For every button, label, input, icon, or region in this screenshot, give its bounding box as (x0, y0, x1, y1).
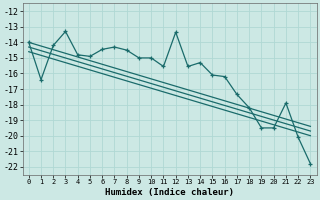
X-axis label: Humidex (Indice chaleur): Humidex (Indice chaleur) (105, 188, 234, 197)
